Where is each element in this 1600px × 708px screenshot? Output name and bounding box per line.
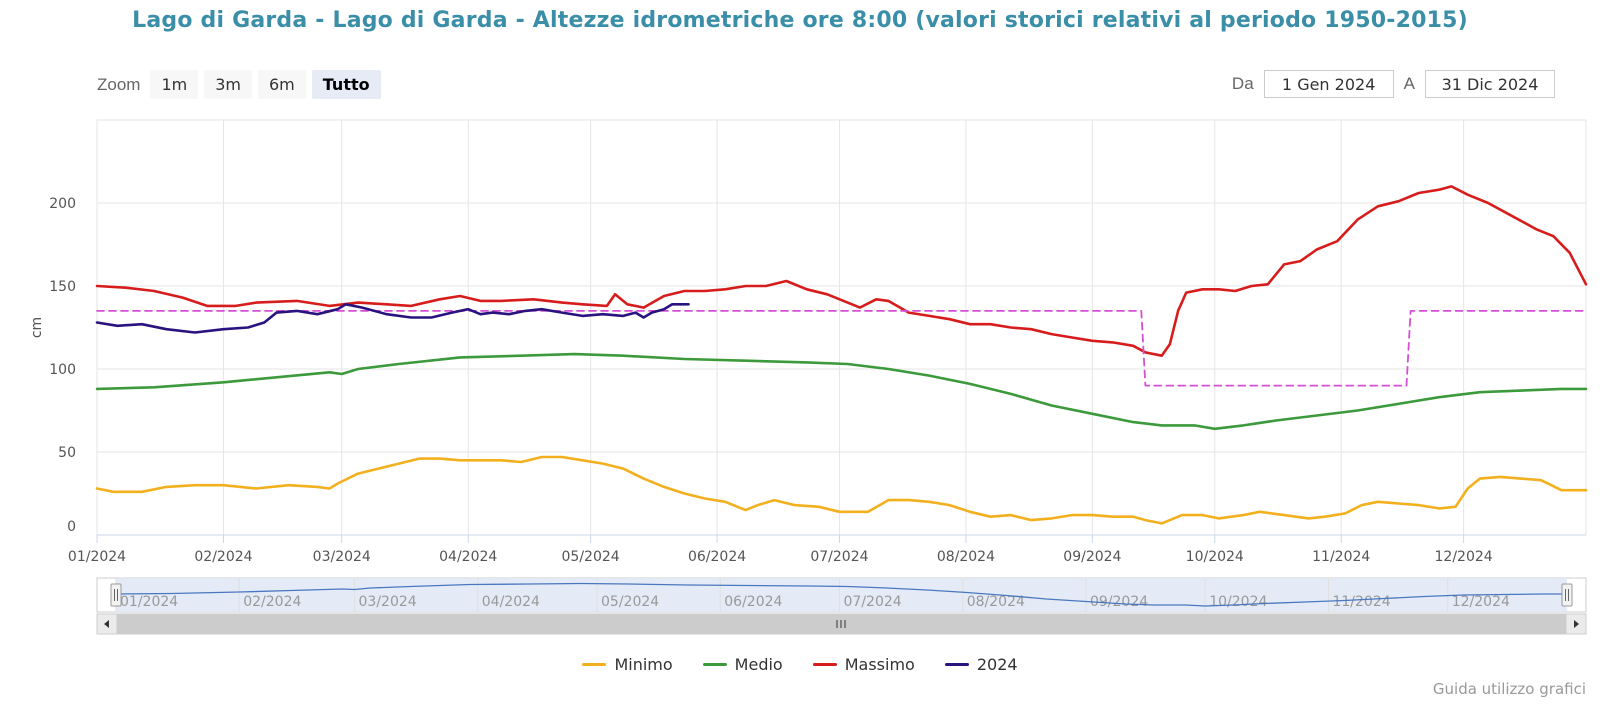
navigator-handle-left[interactable] [110, 583, 122, 607]
date-range-selector: Da A [1232, 70, 1555, 98]
legend-item-massimo[interactable]: Massimo [812, 655, 915, 674]
navigator-tick-label: 02/2024 [243, 594, 301, 610]
x-tick-label: 01/2024 [68, 549, 126, 565]
range-to-input[interactable] [1425, 70, 1555, 98]
y-tick-label: 100 [49, 362, 76, 378]
arrow-right-icon [1574, 620, 1579, 628]
chart-legend: Minimo Medio Massimo 2024 [0, 655, 1600, 674]
y-tick-label: 50 [58, 445, 76, 461]
zoom-button-1m[interactable]: 1m [150, 70, 199, 99]
x-tick-label: 12/2024 [1435, 549, 1493, 565]
scroll-left-button[interactable] [96, 613, 118, 635]
navigator-tick-label: 04/2024 [482, 594, 540, 610]
x-tick-label: 07/2024 [810, 549, 868, 565]
zoom-label: Zoom [97, 74, 141, 94]
legend-label-minimo: Minimo [614, 655, 673, 674]
series-line-2024 [95, 303, 690, 334]
zoom-button-3m[interactable]: 3m [204, 70, 252, 99]
series-line-reference [96, 310, 1587, 387]
x-tick-label: 03/2024 [313, 549, 371, 565]
x-tick-label: 06/2024 [688, 549, 746, 565]
navigator-tick-label: 01/2024 [120, 594, 178, 610]
legend-swatch-massimo [812, 663, 837, 666]
x-tick-label: 09/2024 [1063, 549, 1121, 565]
x-tick-label: 11/2024 [1312, 549, 1370, 565]
chart-title: Lago di Garda - Lago di Garda - Altezze … [132, 8, 1468, 33]
y-axis-title: cm [29, 317, 45, 338]
series-line-minimo [95, 455, 1588, 525]
navigator-tick-label: 11/2024 [1332, 594, 1390, 610]
navigator-tick-label: 08/2024 [967, 594, 1025, 610]
navigator-tick-label: 06/2024 [724, 594, 782, 610]
navigator-handle-body[interactable] [110, 583, 122, 607]
legend-item-2024[interactable]: 2024 [944, 655, 1018, 674]
legend-swatch-medio [702, 663, 727, 666]
range-to-label: A [1403, 74, 1415, 93]
legend-swatch-2024 [944, 663, 969, 666]
navigator-tick-label: 09/2024 [1090, 594, 1148, 610]
y-tick-label: 200 [49, 196, 76, 212]
x-tick-label: 08/2024 [937, 549, 995, 565]
legend-label-massimo: Massimo [844, 655, 915, 674]
navigator-tick-label: 07/2024 [844, 594, 902, 610]
x-tick-label: 04/2024 [439, 549, 497, 565]
legend-item-minimo[interactable]: Minimo [582, 655, 673, 674]
legend-item-medio[interactable]: Medio [702, 655, 783, 674]
series-line-massimo [95, 185, 1588, 357]
x-tick-label: 10/2024 [1186, 549, 1244, 565]
legend-swatch-minimo [582, 663, 607, 666]
y-tick-label: 150 [49, 279, 76, 295]
x-tick-label: 05/2024 [562, 549, 620, 565]
zoom-button-all[interactable]: Tutto [311, 70, 381, 99]
scroll-right-button[interactable] [1565, 613, 1587, 635]
zoom-controls: Zoom 1m 3m 6m Tutto [97, 70, 381, 99]
navigator-series-line [115, 582, 1567, 607]
legend-label-2024: 2024 [976, 655, 1018, 674]
navigator-handle-body[interactable] [1561, 583, 1573, 607]
series-line-medio [95, 352, 1588, 431]
navigator-tick-label: 05/2024 [601, 594, 659, 610]
chart-guide-link[interactable]: Guida utilizzo grafici [1432, 680, 1586, 698]
legend-label-medio: Medio [734, 655, 783, 674]
navigator-handle-right[interactable] [1561, 583, 1573, 607]
navigator-tick-label: 12/2024 [1452, 594, 1510, 610]
x-tick-label: 02/2024 [194, 549, 252, 565]
range-from-label: Da [1231, 74, 1254, 93]
y-tick-label: 0 [67, 519, 76, 535]
navigator-tick-label: 03/2024 [359, 594, 417, 610]
arrow-left-icon [104, 620, 109, 628]
navigator-selection [116, 578, 1567, 612]
navigator-tick-label: 10/2024 [1209, 594, 1267, 610]
range-from-input[interactable] [1263, 70, 1394, 98]
plot-frame [96, 119, 1587, 536]
zoom-button-6m[interactable]: 6m [258, 70, 306, 99]
